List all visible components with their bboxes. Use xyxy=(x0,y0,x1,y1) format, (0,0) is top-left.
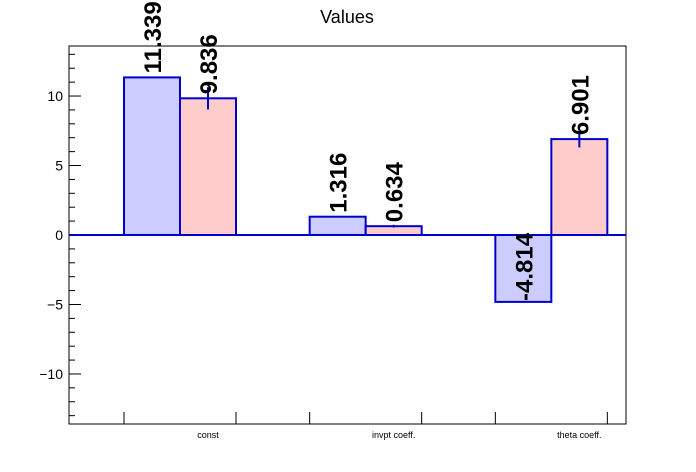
error-bars xyxy=(207,87,581,228)
data-label: 0.634 xyxy=(382,161,409,222)
y-tick-label: −10 xyxy=(39,366,63,382)
bar xyxy=(494,234,553,303)
data-label: -4.814 xyxy=(511,232,538,301)
data-labels: 11.339 1.316 -4.814 9.836 0.634 6.901 xyxy=(140,1,594,301)
x-axis: const invpt coeff. theta coeff. xyxy=(123,412,608,440)
bar xyxy=(179,97,237,236)
bar xyxy=(550,138,609,236)
x-category-label: const xyxy=(197,430,219,440)
data-label: 9.836 xyxy=(196,34,223,94)
data-label: 11.339 xyxy=(140,1,167,73)
y-tick-label: 5 xyxy=(55,158,63,174)
bars xyxy=(123,76,609,303)
y-axis: −10 −5 0 5 10 xyxy=(39,53,81,417)
y-tick-label: −5 xyxy=(47,296,63,312)
x-category-label: theta coeff. xyxy=(557,430,601,440)
chart-title: Values xyxy=(320,7,374,27)
bar xyxy=(123,76,181,236)
data-label: 6.901 xyxy=(567,75,594,135)
bar xyxy=(308,215,367,237)
x-category-label: invpt coeff. xyxy=(372,430,415,440)
y-tick-label: 0 xyxy=(55,227,63,243)
data-label: 1.316 xyxy=(326,153,353,213)
y-tick-label: 10 xyxy=(47,88,63,104)
